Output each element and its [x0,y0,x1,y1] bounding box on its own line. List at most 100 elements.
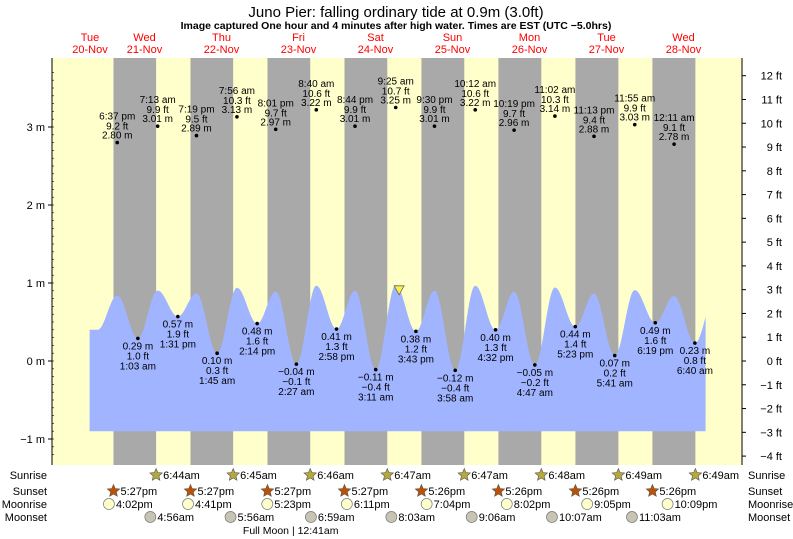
low-tide-time: 3:58 am [437,393,473,404]
high-tide-meters: 3.22 m [301,98,332,109]
sunrise-icon [226,467,241,481]
high-tide-feet: 9.9 ft [423,105,445,116]
low-tide-time: 4:32 pm [477,353,513,364]
sunset-row-label-right: Sunset [748,486,782,498]
right-tick-label: 6 ft [767,213,782,225]
high-tide-meters: 3.13 m [222,105,253,116]
right-tick-label: 2 ft [767,308,782,320]
low-tide-point [573,324,578,329]
high-tide-point [432,124,437,129]
high-tide-feet: 10.7 ft [382,87,410,98]
low-tide-point [215,351,219,356]
moonrise-time: 7:04pm [434,499,471,511]
moonset-time: 4:56am [157,512,194,524]
day-name: Wed [672,32,694,44]
low-tide-feet: 1.0 ft [127,351,149,362]
moonset-time: 10:07am [559,512,602,524]
sunset-icon [183,483,198,497]
high-tide-point [353,124,357,129]
low-tide-time: 5:23 pm [557,350,593,361]
high-tide-meters: 3.01 m [142,114,173,125]
low-tide-time: 2:27 am [278,387,314,398]
low-tide-meters: 0.44 m [560,330,591,341]
left-tick-label: 2 m [27,200,45,212]
high-tide-point [194,133,199,138]
right-tick-label: 10 ft [761,118,782,130]
low-tide-meters: 0.10 m [202,356,233,367]
low-tide-meters: 0.41 m [321,332,352,343]
sunrise-time: 6:49am [625,470,662,482]
right-tick-label: 1 ft [767,332,782,344]
low-tide-time: 5:41 am [597,379,633,390]
low-tide-meters: 0.40 m [480,333,511,344]
sunset-time: 5:26pm [428,486,465,498]
low-tide-meters: −0.05 m [517,368,553,379]
sunset-row-label: Sunset [13,486,47,498]
low-tide-time: 3:11 am [358,393,393,404]
low-tide-feet: −0.1 ft [282,377,310,388]
low-tide-feet: 1.2 ft [405,344,427,355]
high-tide-feet: 9.1 ft [663,123,685,134]
high-tide-time: 11:02 am [534,85,575,96]
high-tide-point [155,124,160,129]
right-tick-label: 7 ft [767,190,782,202]
low-tide-meters: 0.48 m [242,327,273,338]
moonrise-time: 9:05pm [594,499,631,511]
axes: 3 m 2 m 1 m 0 m −1 m 12 ft 11 ft 10 ft 9 ft 8 ft 7… [20,58,782,465]
high-tide-time: 7:56 am [219,86,255,97]
high-tide-time: 8:40 am [298,79,334,90]
left-tick-label: 1 m [27,278,45,290]
moonrise-time: 8:02pm [514,499,551,511]
high-tide-meters: 2.89 m [181,124,212,135]
low-tide-feet: 1.6 ft [246,337,268,348]
high-tide-time: 10:12 am [454,79,496,90]
low-tide-feet: 1.3 ft [325,342,347,353]
moonset-icon [385,511,398,523]
day-name: Sun [443,32,463,44]
moonrise-time: 6:11pm [354,499,390,511]
right-tick-label: 8 ft [767,166,782,178]
low-tide-meters: 0.07 m [599,359,630,370]
low-tide-point [136,336,140,341]
sunset-icon [260,483,275,497]
sunset-time: 5:27pm [274,486,311,498]
moonrise-icon [261,498,274,510]
high-tide-meters: 3.14 m [540,104,571,115]
high-tide-feet: 9.7 ft [265,108,287,119]
day-name: Fri [292,32,305,44]
high-tide-feet: 9.5 ft [185,115,207,126]
day-name: Sat [367,32,384,44]
high-tide-meters: 2.80 m [102,131,133,142]
sunset-icon [491,483,506,497]
high-tide-meters: 3.03 m [619,113,650,124]
day-date: 22-Nov [204,44,240,56]
moonrise-time: 4:41pm [195,499,232,511]
high-tide-point [314,108,319,112]
high-tide-time: 9:25 am [378,77,414,88]
low-tide-time: 6:40 am [677,366,713,377]
sunrise-time: 6:46am [317,470,354,482]
high-tide-meters: 3.01 m [419,114,450,125]
left-tick-label: −1 m [20,434,45,446]
high-tide-meters: 2.88 m [579,124,610,135]
low-tide-feet: −0.4 ft [362,383,390,394]
plot-area: 2.80 m9.2 ft6:37 pm 3.01 m9.9 ft7:13 am2.… [52,58,742,465]
day-date: 27-Nov [589,44,625,56]
sunrise-row-label: Sunrise [10,470,47,482]
sunrise-icon [534,467,549,481]
low-tide-meters: 0.57 m [163,320,194,331]
right-tick-label: 9 ft [767,142,782,154]
high-tide-time: 6:37 pm [99,112,135,123]
sunset-icon [337,483,352,497]
high-tide-point [115,140,120,145]
low-tide-time: 2:14 pm [239,347,275,358]
right-tick-label: −3 ft [760,427,782,439]
high-tide-point [672,142,676,146]
low-tide-point [653,320,658,325]
high-tide-feet: 10.6 ft [302,89,330,100]
high-tide-feet: 10.6 ft [461,89,489,100]
low-tide-time: 6:19 pm [637,346,673,357]
day-name: Wed [133,32,155,44]
high-tide-feet: 9.2 ft [106,122,128,133]
